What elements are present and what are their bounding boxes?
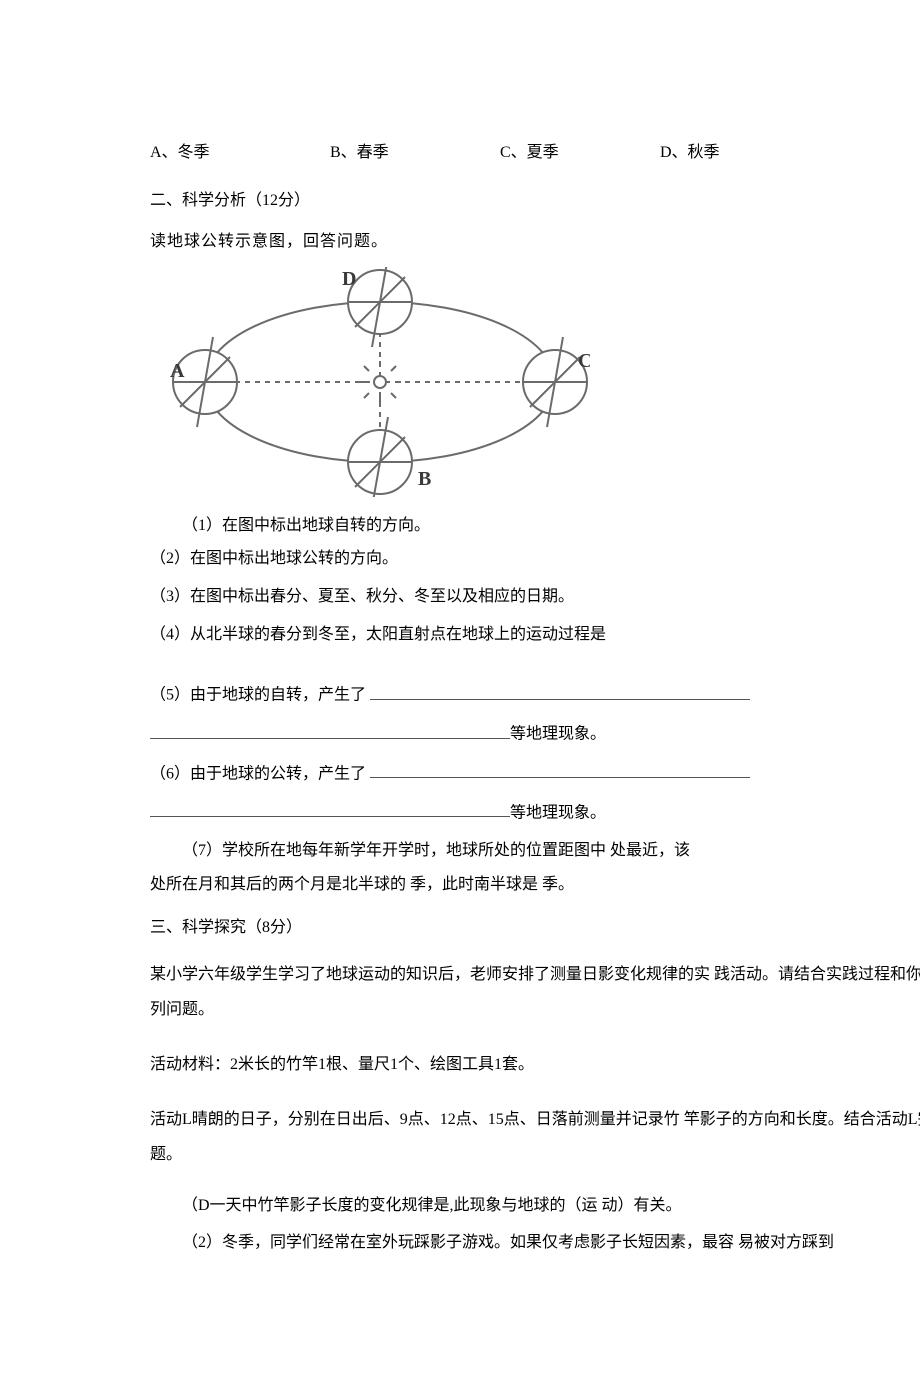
mc-options: A、冬季 B、春季 C、夏季 D、秋季 xyxy=(150,140,920,166)
question-6-line2: 等地理现象。 xyxy=(150,799,920,826)
q5-blank-2 xyxy=(150,720,510,739)
orbit-svg: A D B C xyxy=(170,267,590,497)
q5-tail: 等地理现象。 xyxy=(510,726,606,743)
section-3-title: 三、科学探究（8分） xyxy=(150,915,920,941)
q5-blank-1 xyxy=(370,681,750,700)
section-3-p3: 活动L晴朗的日子，分别在日出后、9点、12点、15点、日落前测量并记录竹 竿影子… xyxy=(150,1102,920,1172)
section-2-prompt: 读地球公转示意图，回答问题。 xyxy=(150,229,920,255)
label-a: A xyxy=(170,360,185,382)
question-5-line2: 等地理现象。 xyxy=(150,720,920,747)
label-d: D xyxy=(342,268,356,290)
question-2: （2）在图中标出地球公转的方向。 xyxy=(150,546,920,572)
question-5: （5）由于地球的自转，产生了 xyxy=(150,681,920,708)
section-3-p2: 活动材料：2米长的竹竿1根、量尺1个、绘图工具1套。 xyxy=(150,1047,920,1082)
question-7b: 处所在月和其后的两个月是北半球的 季，此时南半球是 季。 xyxy=(150,872,920,898)
q6-blank-2 xyxy=(150,799,510,818)
section-3-p1: 某小学六年级学生学习了地球运动的知识后，老师安排了测量日影变化规律的实 践活动。… xyxy=(150,957,920,1027)
option-d: D、秋季 xyxy=(660,140,720,166)
q5-lead: （5）由于地球的自转，产生了 xyxy=(150,687,370,704)
q6-lead: （6）由于地球的公转，产生了 xyxy=(150,765,370,782)
q6-tail: 等地理现象。 xyxy=(510,804,606,821)
section-3-sub2: （2）冬季，同学们经常在室外玩踩影子游戏。如果仅考虑影子长短因素，最容 易被对方… xyxy=(182,1230,920,1256)
label-c: C xyxy=(578,350,590,372)
question-1: （1）在图中标出地球自转的方向。 xyxy=(182,513,920,539)
q6-blank-1 xyxy=(370,760,750,779)
question-4: （4）从北半球的春分到冬至，太阳直射点在地球上的运动过程是 xyxy=(150,622,920,648)
label-b: B xyxy=(418,468,431,490)
option-a: A、冬季 xyxy=(150,140,330,166)
option-c: C、夏季 xyxy=(500,140,660,166)
section-2-title: 二、科学分析（12分） xyxy=(150,188,920,214)
option-b: B、春季 xyxy=(330,140,500,166)
question-3: （3）在图中标出春分、夏至、秋分、冬至以及相应的日期。 xyxy=(150,584,920,610)
section-3-sub1: （D一天中竹竿影子长度的变化规律是,此现象与地球的（运 动）有关。 xyxy=(182,1193,920,1219)
question-6: （6）由于地球的公转，产生了 xyxy=(150,760,920,787)
question-7a: （7）学校所在地每年新学年开学时，地球所处的位置距图中 处最近，该 xyxy=(182,838,920,864)
orbit-diagram: A D B C xyxy=(170,267,920,497)
